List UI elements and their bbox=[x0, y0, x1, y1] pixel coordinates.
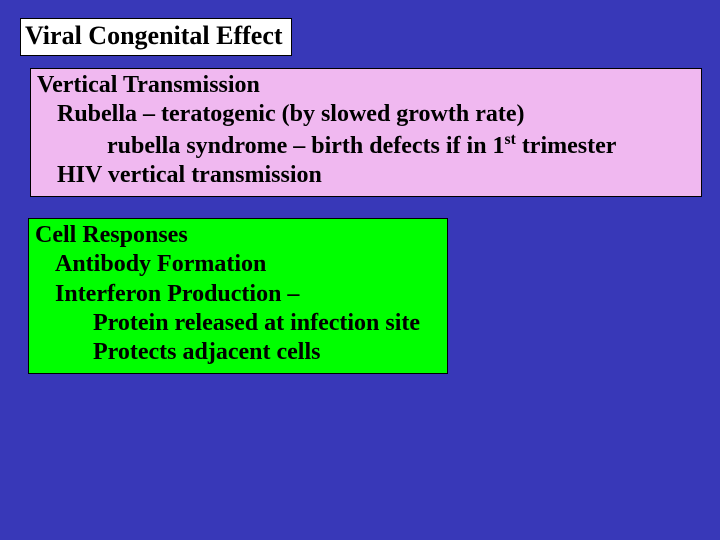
vertical-transmission-box: Vertical Transmission Rubella – teratoge… bbox=[30, 68, 702, 197]
green-line-1: Antibody Formation bbox=[35, 250, 441, 279]
slide-title: Viral Congenital Effect bbox=[25, 21, 283, 50]
pink-line-0: Vertical Transmission bbox=[37, 71, 695, 100]
pink-line-2: rubella syndrome – birth defects if in 1… bbox=[37, 130, 695, 161]
slide-title-box: Viral Congenital Effect bbox=[20, 18, 292, 56]
green-line-2: Interferon Production – bbox=[35, 280, 441, 309]
pink-line-3: HIV vertical transmission bbox=[37, 161, 695, 190]
green-line-3: Protein released at infection site bbox=[35, 309, 441, 338]
green-line-0: Cell Responses bbox=[35, 221, 441, 250]
cell-responses-box: Cell Responses Antibody Formation Interf… bbox=[28, 218, 448, 374]
green-line-4: Protects adjacent cells bbox=[35, 338, 441, 367]
pink-line-1: Rubella – teratogenic (by slowed growth … bbox=[37, 100, 695, 129]
